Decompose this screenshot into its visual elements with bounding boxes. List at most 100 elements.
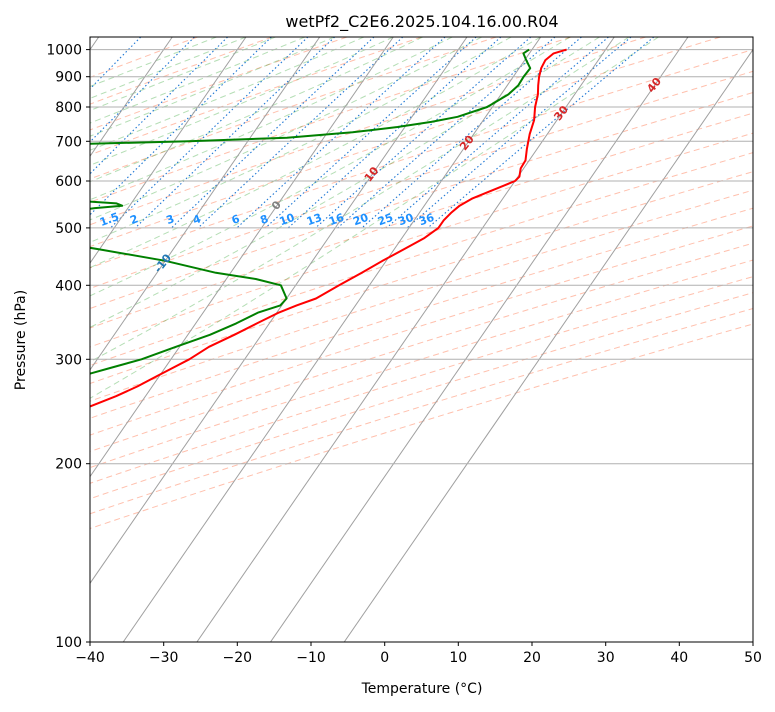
y-tick-label: 600 [55, 174, 82, 190]
isotherm [122, 37, 542, 642]
isotherm [90, 37, 468, 585]
mixing-ratio-label: 25 [376, 211, 395, 228]
mixing-ratio-label: 13 [305, 211, 324, 228]
x-tick-label: 50 [744, 650, 762, 666]
moist-adiabat [90, 37, 600, 328]
mixing-ratio-label: 10 [278, 211, 297, 229]
x-tick-label: 30 [597, 650, 615, 666]
plot-area: 0.10.20.40.611.52346810131620253036-100-… [0, 37, 753, 642]
plot-frame [89, 36, 754, 643]
mixing-ratio-line [386, 37, 609, 229]
isotherm-label: 40 [644, 75, 664, 95]
dry-adiabat [90, 323, 753, 530]
moist-adiabat [90, 37, 659, 399]
dry-adiabat [90, 37, 721, 248]
y-tick-label: 900 [55, 70, 82, 86]
x-tick-label: −30 [149, 650, 179, 666]
sounding-series [90, 48, 567, 408]
dry-adiabat [90, 49, 753, 269]
dry-adiabat [90, 37, 572, 203]
x-tick-label: 40 [670, 650, 688, 666]
mixing-ratio-label: 36 [417, 211, 436, 229]
dry-adiabat [90, 37, 273, 105]
mixing-ratio-label: 16 [327, 211, 346, 229]
y-tick-label: 100 [55, 635, 82, 651]
y-axis-label: Pressure (hPa) [13, 290, 29, 390]
isotherm [90, 37, 247, 264]
mixing-ratio-line [406, 37, 632, 229]
y-tick-label: 500 [55, 221, 82, 237]
mixing-ratio-line [337, 37, 556, 229]
y-tick-label: 200 [55, 457, 82, 473]
isotherm-label: -10 [152, 251, 175, 275]
x-tick-label: −40 [75, 650, 105, 666]
mixing-ratio-line [110, 37, 309, 229]
mixing-ratio-line [427, 37, 655, 229]
chart-title: wetPf2_C2E6.2025.104.16.00.R04 [285, 12, 558, 32]
mixing-ratio-label: 20 [351, 211, 370, 229]
mixing-ratio-label: 6 [230, 212, 242, 227]
x-tick-label: −10 [296, 650, 326, 666]
isotherm [90, 37, 321, 371]
dry-adiabat [90, 37, 422, 156]
moist-adiabat [90, 37, 276, 112]
moist-adiabat [90, 37, 571, 297]
mixing-ratio-label: 30 [396, 211, 415, 229]
x-axis-label: Temperature (°C) [361, 681, 483, 697]
mixing-ratio-label: 0.6 [24, 210, 47, 229]
dry-adiabat [90, 292, 753, 500]
mixing-ratio-line [134, 37, 336, 229]
isotherm [90, 37, 173, 158]
temperature-line [90, 48, 567, 408]
mixing-ratio-line [361, 37, 582, 229]
inline-labels: 0.10.20.40.611.52346810131620253036-100-… [0, 75, 664, 275]
moist-adiabat [90, 37, 335, 137]
moist-adiabat [90, 37, 424, 183]
dry-adiabat [90, 171, 753, 385]
moist-adiabat [90, 37, 482, 221]
dry-adiabat [90, 37, 646, 226]
y-tick-label: 400 [55, 278, 82, 294]
isotherm [270, 37, 689, 642]
mixing-ratio-line [90, 37, 142, 90]
isotherms [90, 37, 753, 642]
moist-adiabat [90, 37, 217, 88]
dry-adiabat [90, 242, 753, 453]
dry-adiabat [90, 37, 348, 131]
mixing-ratio-lines [90, 37, 655, 229]
dry-adiabat [90, 70, 753, 289]
dry-adiabats [90, 37, 753, 530]
isotherm [196, 37, 615, 642]
x-tick-label: 0 [380, 650, 389, 666]
x-tick-label: −20 [223, 650, 253, 666]
y-tick-label: 800 [55, 100, 82, 116]
pressure-gridlines [90, 49, 753, 642]
mixing-ratio-line [197, 37, 404, 229]
mixing-ratio-line [236, 37, 446, 229]
mixing-ratio-label: 1.5 [98, 210, 121, 229]
x-tick-label: 10 [449, 650, 467, 666]
y-tick-label: 700 [55, 134, 82, 150]
moist-adiabat [90, 37, 394, 166]
dry-adiabat [90, 37, 198, 78]
mixing-ratio-label: 2 [128, 212, 140, 227]
y-tick-label: 300 [55, 352, 82, 368]
dry-adiabat [90, 189, 753, 402]
dry-adiabat [90, 91, 753, 310]
mixing-ratio-line [90, 37, 195, 143]
moist-adiabat [90, 37, 630, 363]
moist-adiabat [90, 37, 541, 269]
dry-adiabat [90, 37, 497, 180]
mixing-ratio-label: 3 [164, 212, 176, 227]
mixing-ratio-line [90, 37, 228, 175]
mixing-ratio-label: 4 [191, 212, 203, 227]
dewpoint-line [90, 48, 532, 375]
mixing-ratio-label: 0.4 [0, 210, 16, 229]
moist-adiabat [90, 37, 512, 243]
mixing-ratio-line [265, 37, 477, 229]
isotherm [343, 48, 753, 642]
moist-adiabats [90, 37, 659, 399]
moist-adiabat [90, 37, 247, 99]
